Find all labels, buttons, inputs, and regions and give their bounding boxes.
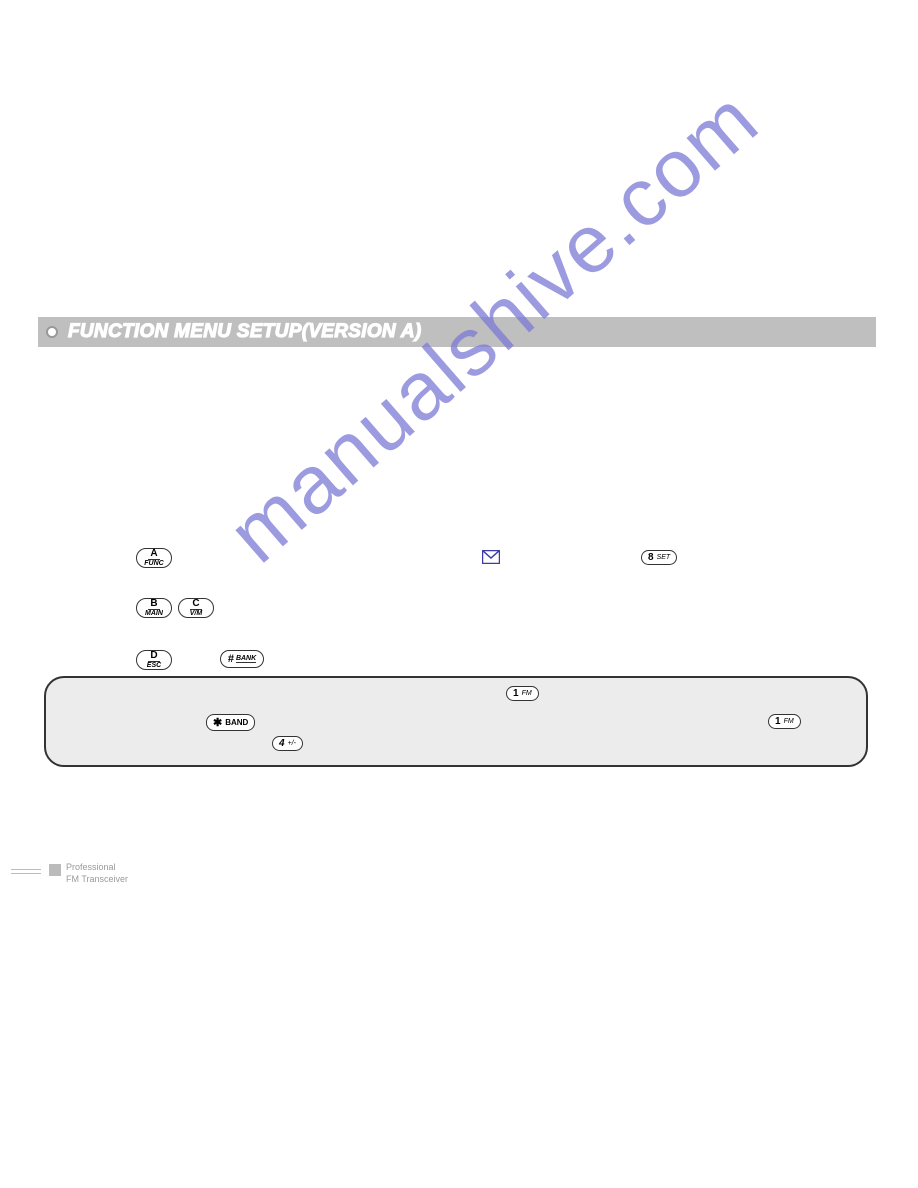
key-sublabel: FM [784,718,794,725]
bullet-circle [46,326,58,338]
key-number: 8 [648,552,654,563]
key-top-label: A [148,548,159,560]
key-b-main: B MAIN [136,598,172,618]
key-a-func: A FUNC [136,548,172,568]
key-1-fm-a: 1 FM [506,686,539,701]
section-title: FUNCTION MENU SETUP(VERSION A) [68,321,421,343]
info-box: 1 FM ✱ BAND 1 FM 4 +/- [44,676,868,767]
key-symbol: ✱ [213,716,222,729]
key-number: 1 [513,688,519,699]
key-top-label: C [190,598,201,610]
footer-text: Professional FM Transceiver [66,862,128,885]
key-top-label: D [148,650,159,662]
key-sublabel: SET [657,554,671,561]
key-1-fm-b: 1 FM [768,714,801,729]
key-sublabel: BANK [236,655,256,664]
key-star-band: ✱ BAND [206,714,255,731]
key-sublabel: BAND [225,718,248,727]
key-symbol: # [228,653,234,665]
key-sublabel: FM [522,690,532,697]
footer-rule [11,869,41,870]
footer-bullet [49,864,61,876]
key-bot-label: MAIN [145,610,163,618]
key-sublabel: +/- [288,740,296,747]
key-top-label: B [148,598,159,610]
footer-line1: Professional [66,862,128,874]
footer-rule [11,873,41,874]
footer-line2: FM Transceiver [66,874,128,886]
key-bot-label: FUNC [144,560,163,568]
key-d-esc: D ESC [136,650,172,670]
key-bot-label: ESC [147,662,161,670]
key-8-set: 8 SET [641,550,677,565]
key-hash-bank: # BANK [220,650,264,668]
key-number: 1 [775,716,781,727]
key-number: 4 [279,738,285,749]
section-header: FUNCTION MENU SETUP(VERSION A) [38,317,876,347]
key-4-plusminus: 4 +/- [272,736,303,751]
envelope-icon [482,550,500,564]
key-bot-label: V/M [190,610,202,618]
key-c-vm: C V/M [178,598,214,618]
